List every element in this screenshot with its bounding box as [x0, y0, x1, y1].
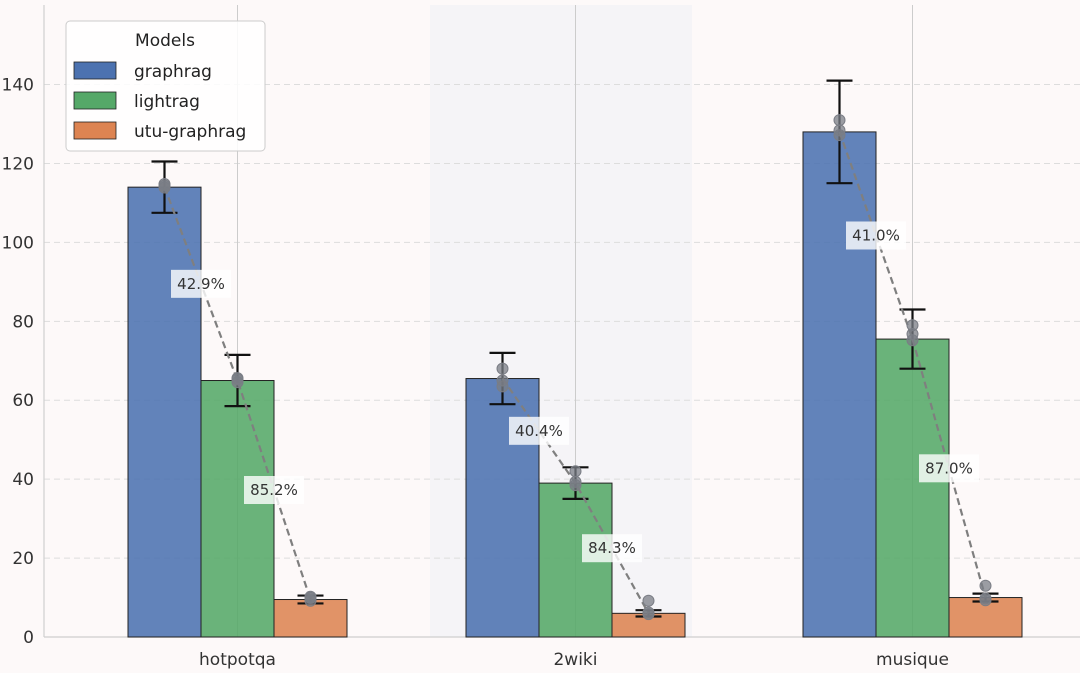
- legend-label-lightrag: lightrag: [134, 92, 200, 112]
- reduction-label-2wiki-2: 84.3%: [582, 534, 642, 563]
- point-graphrag-musique-3: [833, 129, 846, 142]
- y-tick-label-40: 40: [12, 470, 34, 490]
- legend-label-graphrag: graphrag: [134, 62, 212, 82]
- point-graphrag-musique-1: [833, 114, 846, 127]
- point-utu-graphrag-musique-1: [979, 579, 992, 592]
- bar-lightrag-musique: [875, 338, 950, 638]
- bar-graphrag-hotpotqa: [127, 186, 202, 638]
- point-utu-graphrag-2wiki-3: [642, 606, 655, 619]
- y-tick-label-100: 100: [2, 233, 34, 253]
- reduction-label-musique-1: 41.0%: [846, 221, 906, 250]
- bar-utu-graphrag-musique: [948, 597, 1023, 638]
- point-lightrag-hotpotqa-3: [231, 372, 244, 385]
- y-tick-label-120: 120: [2, 154, 34, 174]
- point-graphrag-hotpotqa-3: [158, 179, 171, 192]
- point-graphrag-2wiki-3: [496, 380, 509, 393]
- point-lightrag-2wiki-3: [569, 475, 582, 488]
- legend-swatch-graphrag: [73, 61, 117, 80]
- point-lightrag-2wiki-1: [569, 465, 582, 478]
- reduction-label-musique-2: 87.0%: [919, 454, 979, 483]
- x-tick-label-musique: musique: [876, 650, 949, 670]
- legend-label-utu-graphrag: utu-graphrag: [134, 122, 246, 142]
- point-utu-graphrag-2wiki-1: [642, 594, 655, 607]
- y-tick-label-60: 60: [12, 391, 34, 411]
- y-tick-label-80: 80: [12, 312, 34, 332]
- y-tick-label-140: 140: [2, 76, 34, 96]
- trend-line-musique: [838, 131, 987, 598]
- svg-text:40.4%: 40.4%: [515, 422, 563, 440]
- svg-text:84.3%: 84.3%: [588, 539, 636, 557]
- legend-box: [65, 20, 266, 152]
- svg-text:87.0%: 87.0%: [925, 459, 973, 477]
- legend-title: Models: [135, 31, 195, 51]
- legend-swatch-utu-graphrag: [73, 121, 117, 140]
- bar-lightrag-hotpotqa: [200, 380, 275, 638]
- reduction-label-hotpotqa-2: 85.2%: [244, 476, 304, 505]
- y-tick-label-0: 0: [23, 628, 34, 648]
- point-utu-graphrag-musique-3: [979, 592, 992, 605]
- svg-text:41.0%: 41.0%: [852, 226, 900, 244]
- svg-text:42.9%: 42.9%: [177, 275, 225, 293]
- svg-text:85.2%: 85.2%: [250, 481, 298, 499]
- legend: Models graphrag lightrag utu-graphrag: [65, 20, 266, 152]
- trend-line-hotpotqa: [163, 186, 312, 600]
- point-graphrag-2wiki-1: [496, 362, 509, 375]
- y-tick-label-20: 20: [12, 549, 34, 569]
- x-tick-label-2wiki: 2wiki: [553, 650, 597, 670]
- x-tick-label-hotpotqa: hotpotqa: [199, 650, 276, 670]
- legend-swatch-lightrag: [73, 91, 117, 110]
- point-lightrag-musique-3: [906, 327, 919, 340]
- reduction-label-2wiki-1: 40.4%: [509, 416, 569, 445]
- bar-graphrag-musique: [802, 131, 877, 638]
- point-utu-graphrag-hotpotqa-3: [304, 591, 317, 604]
- reduction-label-hotpotqa-1: 42.9%: [171, 269, 231, 298]
